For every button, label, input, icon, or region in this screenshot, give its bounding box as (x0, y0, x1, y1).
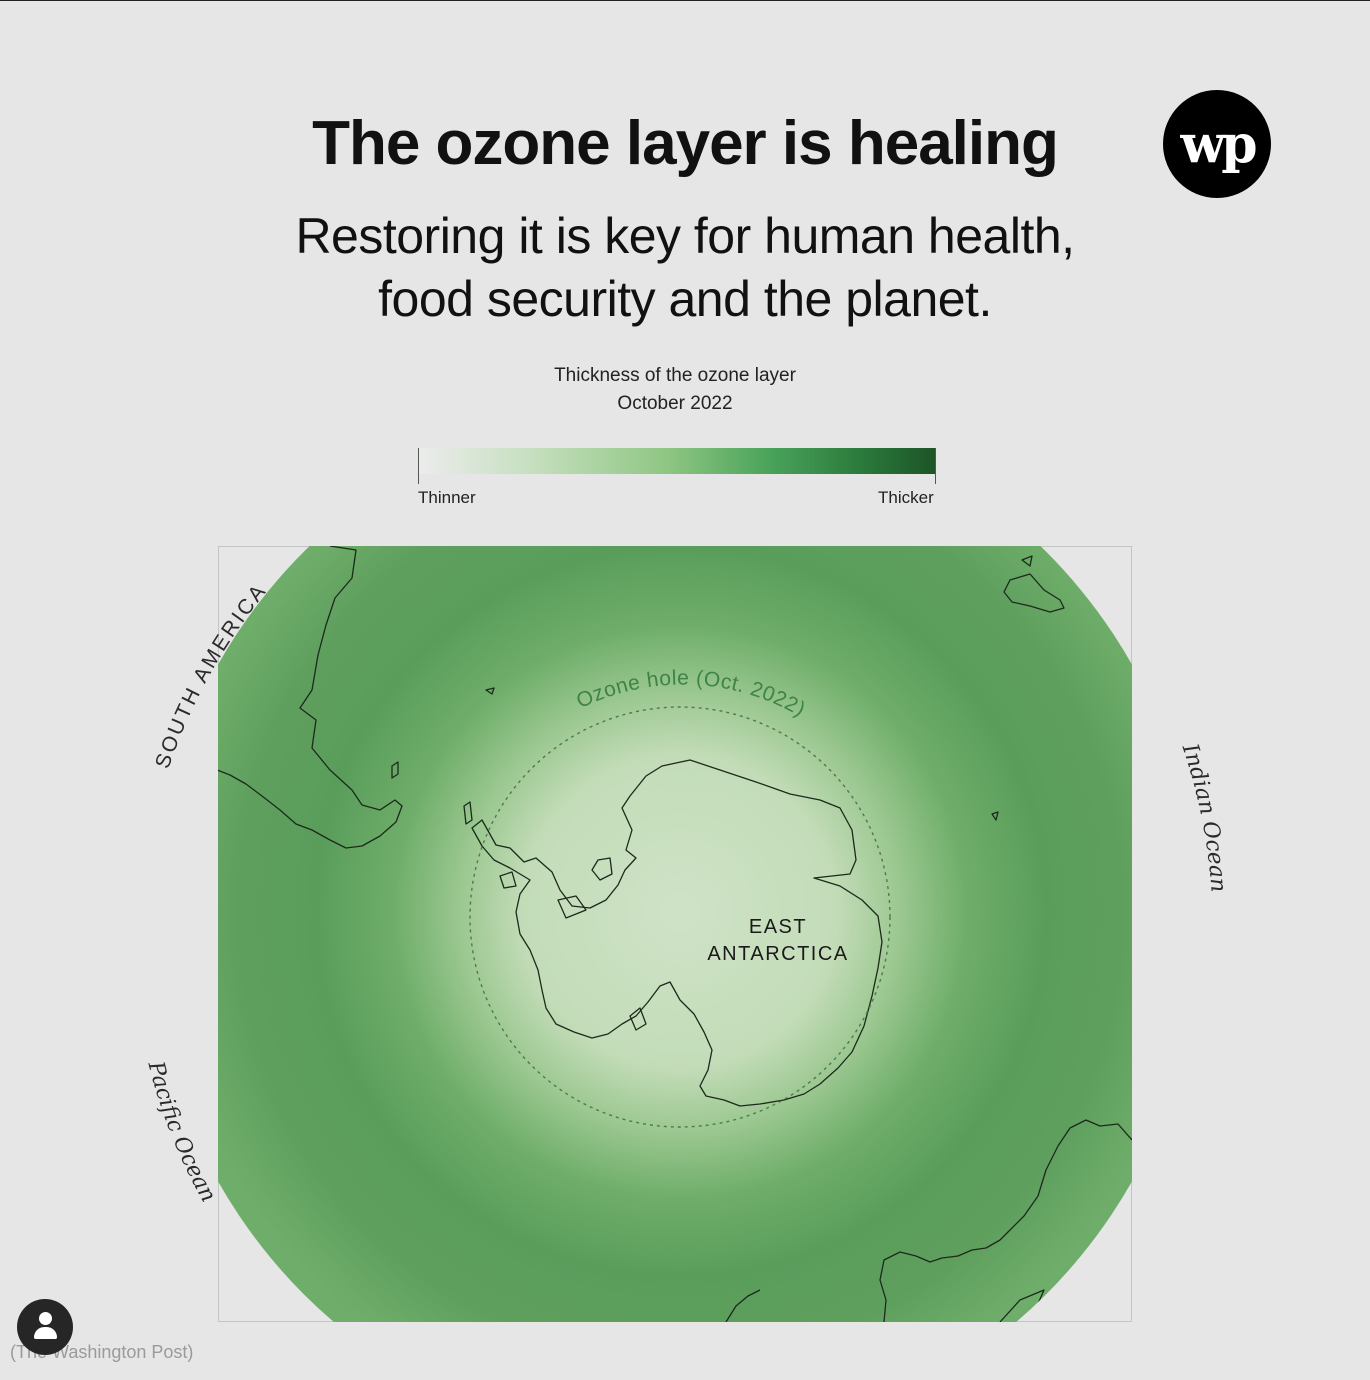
user-icon[interactable] (17, 1299, 73, 1355)
user-icon-head (39, 1312, 52, 1325)
east-antarctica-label-line2: ANTARCTICA (707, 943, 848, 965)
user-icon-body (34, 1327, 57, 1339)
indian-ocean-label: Indian Ocean (1176, 740, 1230, 893)
globe-ozone-field (150, 398, 1200, 1380)
east-antarctica-label-line1: EAST (749, 916, 807, 938)
pacific-ocean-label: Pacific Ocean (142, 1058, 220, 1207)
